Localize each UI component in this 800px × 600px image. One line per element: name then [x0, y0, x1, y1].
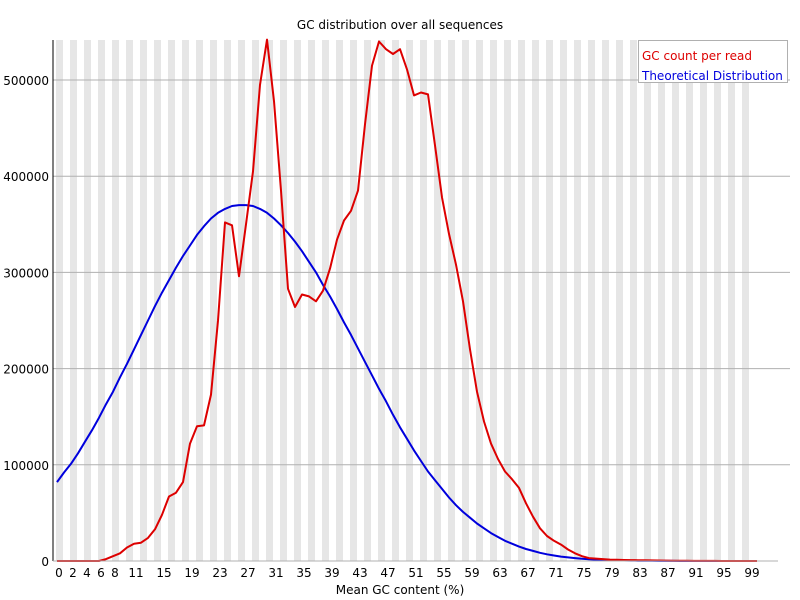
stripe — [602, 40, 609, 561]
x-tick-label: 43 — [352, 566, 367, 580]
stripe — [378, 40, 385, 561]
x-tick-label: 55 — [436, 566, 451, 580]
stripe — [56, 40, 63, 561]
stripe — [392, 40, 399, 561]
stripe — [672, 40, 679, 561]
x-tick-label: 23 — [212, 566, 227, 580]
stripe — [168, 40, 175, 561]
y-tick-label: 100000 — [3, 459, 49, 473]
stripe — [490, 40, 497, 561]
stripe — [224, 40, 231, 561]
x-tick-label: 87 — [660, 566, 675, 580]
stripe — [238, 40, 245, 561]
stripe — [98, 40, 105, 561]
stripe — [196, 40, 203, 561]
stripe — [126, 40, 133, 561]
chart-title: GC distribution over all sequences — [297, 18, 503, 32]
stripe — [280, 40, 287, 561]
stripe — [574, 40, 581, 561]
y-tick-labels: 0 100000 200000 300000 400000 500000 — [3, 74, 49, 569]
stripe — [476, 40, 483, 561]
stripe — [742, 40, 749, 561]
stripe — [266, 40, 273, 561]
y-gridlines — [53, 79, 790, 466]
y-tick-label: 400000 — [3, 170, 49, 184]
stripe — [546, 40, 553, 561]
stripe — [616, 40, 623, 561]
x-tick-labels: 0 2 4 6 8 11 15 19 23 27 31 35 39 43 47 51 55 59 63 67 71 75 7… — [55, 566, 759, 580]
chart-legend: GC count per read Theoretical Distributi… — [638, 40, 788, 83]
y-tick-label: 300000 — [3, 266, 49, 280]
stripe — [700, 40, 707, 561]
stripe — [504, 40, 511, 561]
stripe — [252, 40, 259, 561]
stripe — [420, 40, 427, 561]
y-tick-label: 0 — [41, 555, 49, 569]
x-tick-label: 63 — [492, 566, 507, 580]
stripe — [84, 40, 91, 561]
y-tick-label: 200000 — [3, 363, 49, 377]
stripe — [336, 40, 343, 561]
x-tick-label: 51 — [408, 566, 423, 580]
stripe — [728, 40, 735, 561]
stripe — [70, 40, 77, 561]
x-tick-label: 91 — [688, 566, 703, 580]
stripe — [462, 40, 469, 561]
stripe — [448, 40, 455, 561]
x-tick-label: 47 — [380, 566, 395, 580]
x-tick-label: 0 — [55, 566, 63, 580]
gc-count-per-read-line — [57, 38, 757, 562]
x-tick-label: 95 — [716, 566, 731, 580]
stripe — [686, 40, 693, 561]
stripe — [644, 40, 651, 561]
stripe — [210, 40, 217, 561]
x-tick-label: 35 — [296, 566, 311, 580]
stripe — [714, 40, 721, 561]
stripe — [406, 40, 413, 561]
stripe — [630, 40, 637, 561]
stripe — [322, 40, 329, 561]
x-tick-label: 39 — [324, 566, 339, 580]
x-tick-label: 79 — [604, 566, 619, 580]
x-tick-label: 71 — [548, 566, 563, 580]
x-tick-label: 6 — [97, 566, 105, 580]
stripe — [532, 40, 539, 561]
stripe — [588, 40, 595, 561]
x-tick-label: 83 — [632, 566, 647, 580]
x-tick-label: 99 — [744, 566, 759, 580]
stripe — [140, 40, 147, 561]
stripe — [182, 40, 189, 561]
legend-item-gc-count: GC count per read — [642, 49, 752, 63]
x-axis-label: Mean GC content (%) — [336, 583, 465, 597]
stripe — [560, 40, 567, 561]
stripe — [364, 40, 371, 561]
x-tick-label: 31 — [268, 566, 283, 580]
stripe — [434, 40, 441, 561]
stripe — [518, 40, 525, 561]
x-tick-label: 67 — [520, 566, 535, 580]
stripe — [350, 40, 357, 561]
y-tick-label: 500000 — [3, 74, 49, 88]
stripe — [112, 40, 119, 561]
stripe — [658, 40, 665, 561]
legend-item-theoretical: Theoretical Distribution — [642, 69, 783, 83]
x-tick-label: 11 — [128, 566, 143, 580]
x-tick-label: 15 — [156, 566, 171, 580]
background-stripes — [56, 40, 749, 561]
x-tick-label: 2 — [69, 566, 77, 580]
x-tick-label: 8 — [111, 566, 119, 580]
x-tick-label: 75 — [576, 566, 591, 580]
x-tick-label: 27 — [240, 566, 255, 580]
stripe — [308, 40, 315, 561]
x-tick-label: 59 — [464, 566, 479, 580]
x-tick-label: 4 — [83, 566, 91, 580]
x-tick-label: 19 — [184, 566, 199, 580]
